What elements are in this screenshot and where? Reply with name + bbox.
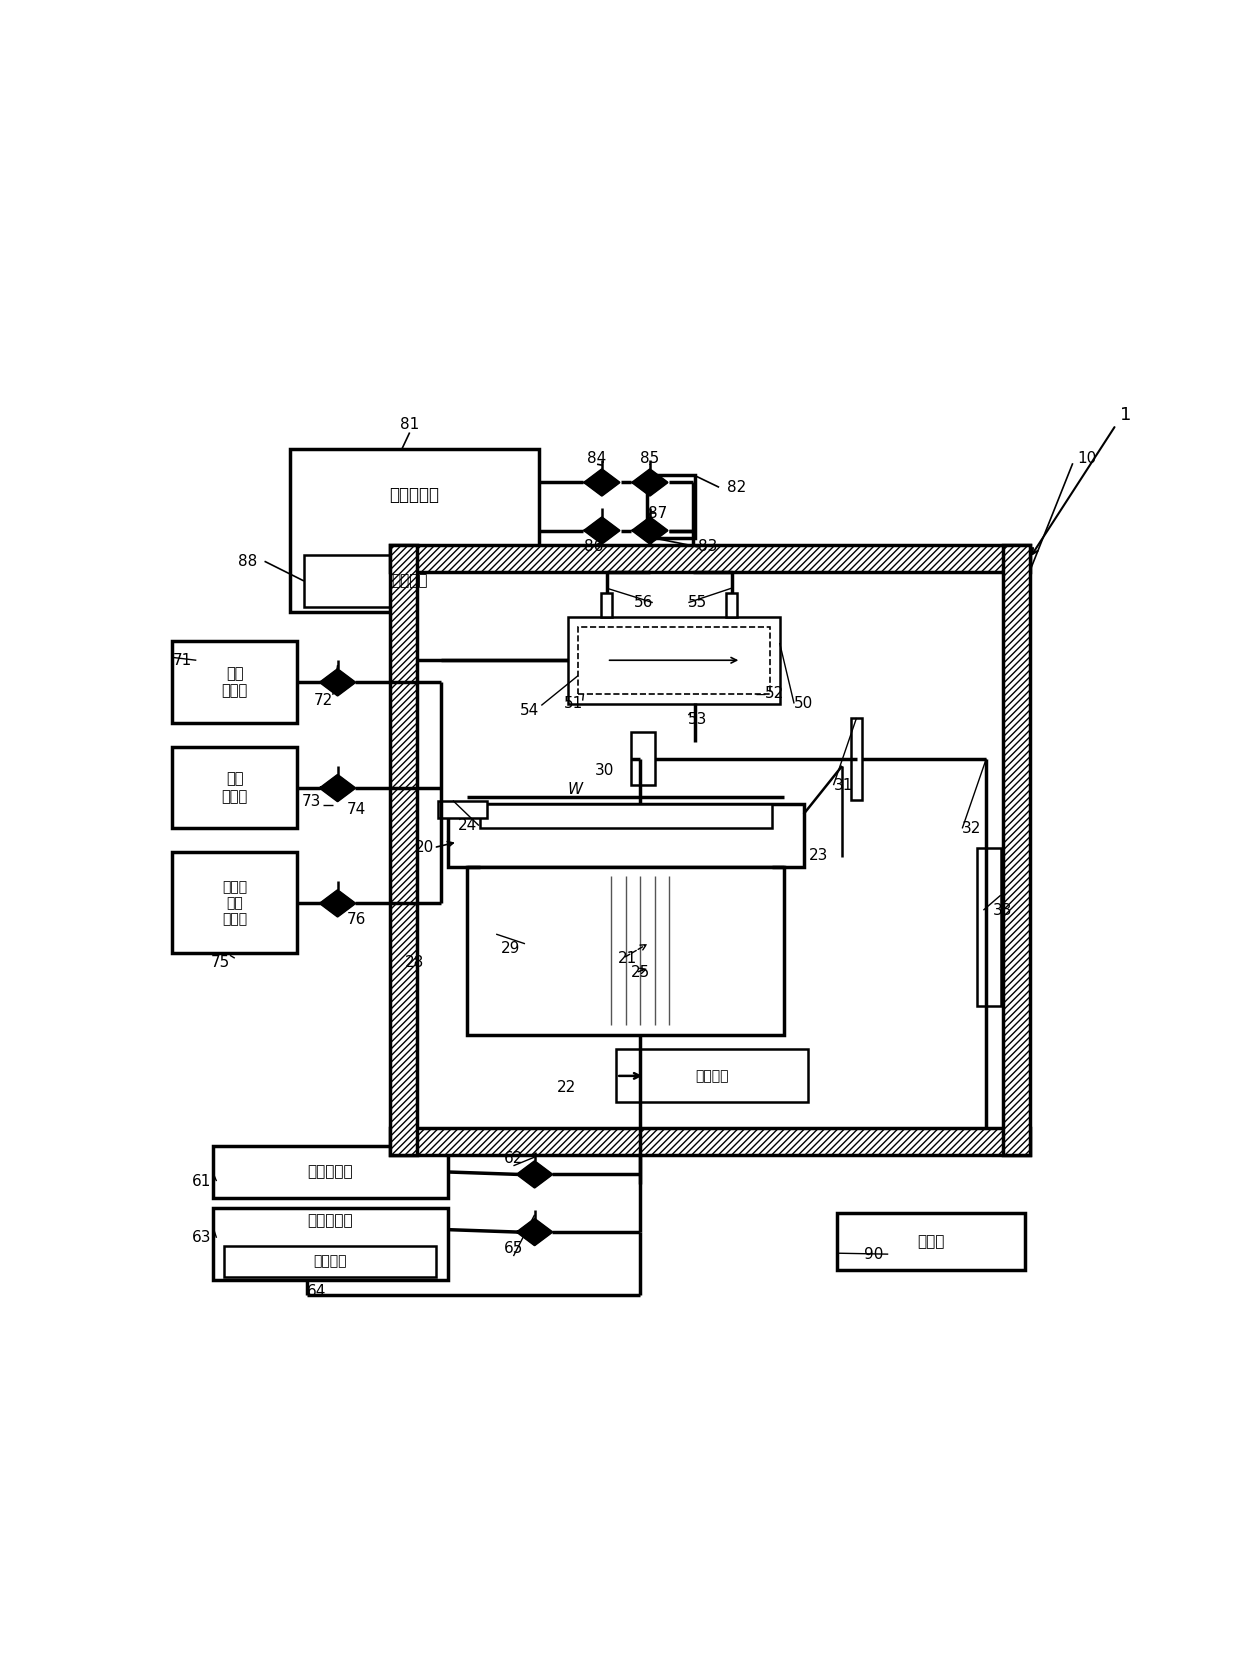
Polygon shape xyxy=(320,774,337,801)
Bar xyxy=(467,866,785,1035)
Text: 64: 64 xyxy=(306,1283,326,1298)
Text: 29: 29 xyxy=(501,941,521,956)
Polygon shape xyxy=(584,517,601,544)
Text: 61: 61 xyxy=(191,1173,211,1188)
Text: 73: 73 xyxy=(303,794,321,809)
Bar xyxy=(851,718,862,799)
Bar xyxy=(631,733,655,784)
Bar xyxy=(1003,546,1029,1155)
Text: 药液
供给部: 药液 供给部 xyxy=(222,666,248,698)
Polygon shape xyxy=(632,517,650,544)
Text: 氮气供给部: 氮气供给部 xyxy=(308,1165,353,1180)
Text: 23: 23 xyxy=(808,848,828,863)
Text: 85: 85 xyxy=(640,451,660,466)
Polygon shape xyxy=(650,517,667,544)
Bar xyxy=(391,546,418,1155)
Text: 24: 24 xyxy=(458,818,477,833)
Bar xyxy=(172,746,298,828)
Text: 54: 54 xyxy=(520,703,539,718)
Polygon shape xyxy=(517,1218,534,1245)
Bar xyxy=(290,449,539,613)
Bar xyxy=(448,804,804,866)
Text: 30: 30 xyxy=(595,763,615,778)
Text: 65: 65 xyxy=(503,1240,523,1255)
Text: 冷却单元: 冷却单元 xyxy=(314,1255,347,1268)
Text: 1: 1 xyxy=(1120,406,1131,424)
Text: 84: 84 xyxy=(588,451,606,466)
Text: 53: 53 xyxy=(688,713,708,728)
Text: 31: 31 xyxy=(833,778,853,793)
Text: 63: 63 xyxy=(191,1230,211,1245)
Bar xyxy=(172,641,298,723)
Text: 纯水
供给部: 纯水 供给部 xyxy=(222,771,248,804)
Polygon shape xyxy=(534,1218,552,1245)
Text: 90: 90 xyxy=(864,1247,884,1262)
Bar xyxy=(213,1145,448,1198)
Bar xyxy=(578,626,770,694)
Text: 控制部: 控制部 xyxy=(918,1233,945,1248)
Bar xyxy=(647,474,696,537)
Text: 32: 32 xyxy=(962,821,982,836)
Polygon shape xyxy=(320,669,337,696)
Polygon shape xyxy=(337,891,355,916)
Polygon shape xyxy=(517,1162,534,1187)
Text: 81: 81 xyxy=(401,417,419,432)
Text: 10: 10 xyxy=(1078,451,1097,466)
Polygon shape xyxy=(601,469,619,496)
Bar xyxy=(439,801,486,818)
Polygon shape xyxy=(320,891,337,916)
Text: 氮气供给部: 氮气供给部 xyxy=(389,486,439,504)
Text: 干燥用
液体
供给部: 干燥用 液体 供给部 xyxy=(222,880,247,926)
Text: 76: 76 xyxy=(347,913,367,928)
Bar xyxy=(568,618,780,704)
Polygon shape xyxy=(601,517,619,544)
Bar xyxy=(601,592,613,618)
Polygon shape xyxy=(337,669,355,696)
Text: 纯水供给部: 纯水供给部 xyxy=(308,1213,353,1228)
Text: 71: 71 xyxy=(172,653,191,668)
Text: 33: 33 xyxy=(993,903,1012,918)
Text: 52: 52 xyxy=(765,686,785,701)
Text: 55: 55 xyxy=(688,596,708,611)
Bar xyxy=(391,1128,1029,1155)
Bar xyxy=(977,848,1001,1006)
Text: 83: 83 xyxy=(698,539,717,554)
Polygon shape xyxy=(650,469,667,496)
Bar xyxy=(213,1208,448,1280)
Text: 82: 82 xyxy=(727,479,746,494)
Bar xyxy=(616,1050,808,1102)
Text: 56: 56 xyxy=(634,596,653,611)
Bar xyxy=(224,1245,435,1277)
Bar xyxy=(837,1213,1024,1270)
Text: 调温单元: 调温单元 xyxy=(392,574,428,589)
Text: 87: 87 xyxy=(649,506,667,521)
Text: 22: 22 xyxy=(557,1080,575,1095)
Text: 50: 50 xyxy=(794,696,813,711)
Bar xyxy=(725,592,738,618)
Text: 62: 62 xyxy=(503,1150,523,1165)
Bar xyxy=(480,804,771,828)
Text: 88: 88 xyxy=(238,554,257,569)
Text: 21: 21 xyxy=(619,951,637,966)
Bar xyxy=(418,572,1003,1128)
Text: 86: 86 xyxy=(584,539,603,554)
Polygon shape xyxy=(584,469,601,496)
Text: 75: 75 xyxy=(211,955,229,970)
Text: 20: 20 xyxy=(414,840,434,855)
Text: 28: 28 xyxy=(404,955,424,970)
Text: 51: 51 xyxy=(563,696,583,711)
Polygon shape xyxy=(337,774,355,801)
Text: 25: 25 xyxy=(631,965,650,980)
Bar xyxy=(172,853,298,953)
Bar xyxy=(304,554,516,608)
Polygon shape xyxy=(632,469,650,496)
Text: 74: 74 xyxy=(347,801,367,816)
Text: 72: 72 xyxy=(314,693,332,708)
Text: 旋转马达: 旋转马达 xyxy=(696,1068,729,1083)
Text: W: W xyxy=(568,783,583,798)
Bar xyxy=(391,546,1029,572)
Polygon shape xyxy=(534,1162,552,1187)
